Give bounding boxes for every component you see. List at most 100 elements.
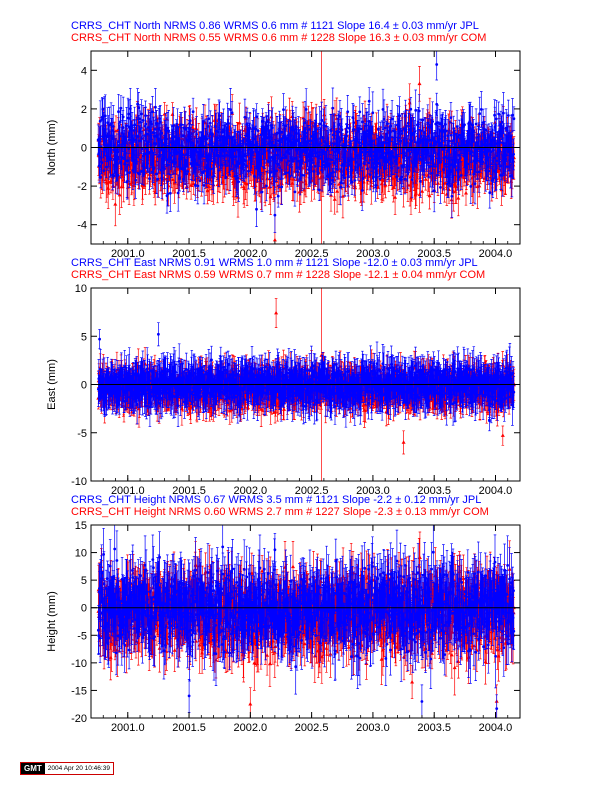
data-point [284,381,288,384]
data-point [445,375,449,379]
data-point [347,159,351,163]
data-point [372,154,376,158]
data-point [351,390,355,394]
data-point [137,135,140,138]
data-point [178,176,182,180]
data-point [103,399,107,403]
data-point [157,127,161,130]
data-point [457,153,460,157]
data-point [328,162,332,166]
data-point [152,166,156,170]
data-point [288,394,292,398]
data-point [370,385,374,389]
data-point [302,130,305,134]
data-point [253,394,257,398]
data-point [127,138,131,142]
data-point [166,368,170,372]
data-point [205,174,209,178]
data-point [301,148,305,152]
data-point [279,158,283,162]
data-point [432,189,436,193]
data-point [205,188,210,193]
data-point [505,366,508,370]
data-point [485,139,489,143]
data-point [261,138,264,142]
data-point [370,397,374,400]
data-point [449,116,453,119]
data-point [292,144,296,148]
data-point [301,397,305,400]
data-point [157,332,160,336]
data-point [270,387,274,391]
data-point [502,142,506,145]
data-point [164,376,168,380]
data-point [350,375,354,378]
data-point [97,164,101,168]
data-point [493,390,496,394]
data-point [464,156,468,160]
data-point [360,380,364,384]
data-point [256,129,260,133]
data-point [458,156,462,160]
data-point [393,131,397,135]
data-point [172,151,176,155]
data-point [281,394,285,398]
data-point [393,134,397,138]
data-point [258,173,262,177]
data-point [489,153,492,157]
data-point [276,362,279,366]
data-point [253,175,257,179]
data-point [134,178,138,182]
data-point [465,165,469,169]
data-point [209,139,213,143]
data-point [200,154,203,158]
data-point [448,139,451,143]
data-point [102,147,106,151]
data-point [298,393,302,397]
data-point [229,373,233,377]
data-point [103,139,107,143]
data-point [247,169,250,173]
data-point [455,389,459,393]
data-point [165,137,169,141]
data-point [479,108,483,111]
data-point [343,395,346,399]
data-point [169,157,173,161]
data-point [473,385,477,388]
data-point [112,148,116,152]
data-point [397,369,400,373]
data-point [503,158,507,161]
data-point [367,161,371,165]
data-point [218,114,222,117]
data-point [206,389,210,393]
data-point [463,159,467,163]
data-point [275,379,278,383]
data-point [385,388,389,392]
data-point [272,237,277,242]
data-point [150,122,153,126]
data-point [237,180,241,184]
data-point [377,374,380,378]
data-point [159,168,163,172]
data-point [432,149,436,153]
data-point [411,166,415,170]
data-point [473,182,477,186]
data-point [492,379,495,382]
y-tick-label: -2 [77,181,87,193]
data-point [310,123,315,128]
data-point [246,378,250,382]
y-axis-label: North (mm) [46,120,58,176]
data-point [216,130,220,134]
data-point [123,162,126,166]
data-point [432,361,435,365]
data-point [287,388,291,392]
data-point [400,132,404,135]
data-point [100,161,104,165]
data-point [269,135,273,139]
data-point [184,127,188,131]
data-point [344,144,348,148]
data-point [468,401,471,405]
data-point [453,370,457,373]
data-point [147,392,151,395]
data-point [261,120,264,123]
